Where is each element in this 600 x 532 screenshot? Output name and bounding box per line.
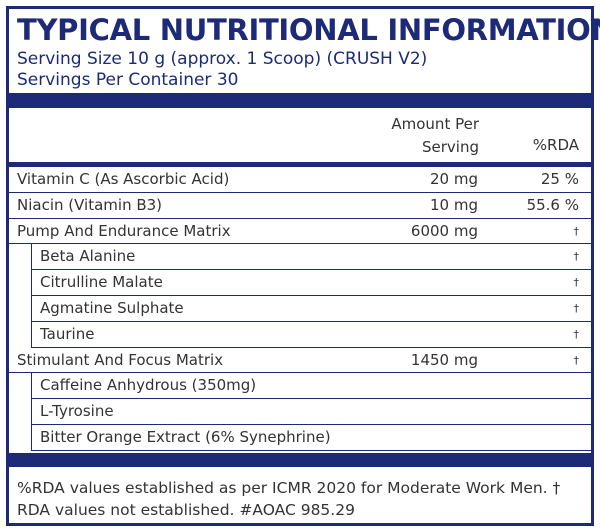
amount: 1450 mg bbox=[410, 350, 478, 369]
rda: † bbox=[573, 224, 580, 238]
table-row: Citrulline Malate † bbox=[31, 270, 591, 296]
nutrient-name: Beta Alanine bbox=[40, 247, 136, 266]
nutrient-name: L-Tyrosine bbox=[40, 402, 114, 421]
column-header: Amount Per Serving bbox=[391, 115, 479, 156]
table-row: Vitamin C (As Ascorbic Acid) 20 mg 25 % bbox=[9, 167, 591, 193]
serving-size: Serving Size 10 g (approx. 1 Scoop) (CRU… bbox=[17, 49, 428, 69]
table-row: Bitter Orange Extract (6% Synephrine) bbox=[31, 425, 591, 451]
table-row: Agmatine Sulphate † bbox=[31, 296, 591, 322]
nutrient-name: Pump And Endurance Matrix bbox=[17, 221, 231, 240]
nutrient-name: Vitamin C (As Ascorbic Acid) bbox=[17, 170, 230, 188]
nutrient-name: Niacin (Vitamin B3) bbox=[17, 195, 163, 214]
table-row: L-Tyrosine bbox=[31, 399, 591, 425]
divider bbox=[9, 453, 591, 467]
table-row: Caffeine Anhydrous (350mg) bbox=[31, 373, 591, 400]
table-row: Niacin (Vitamin B3) 10 mg 55.6 % bbox=[9, 193, 591, 219]
nutrient-name: Agmatine Sulphate bbox=[40, 299, 184, 317]
column-header: %RDA bbox=[532, 136, 579, 154]
servings: Servings Per Container 30 bbox=[17, 70, 239, 90]
title: TYPICAL NUTRITIONAL INFORMATION bbox=[17, 13, 600, 47]
amount: 6000 mg bbox=[410, 221, 478, 240]
divider bbox=[9, 162, 591, 167]
nutrient-name: Taurine bbox=[40, 324, 95, 343]
rda: 25 % bbox=[540, 170, 579, 188]
amount: 10 mg bbox=[430, 195, 478, 214]
table-row: Stimulant And Focus Matrix 1450 mg † bbox=[9, 348, 591, 374]
rda: † bbox=[573, 276, 580, 290]
rda: 55.6 % bbox=[526, 195, 579, 214]
rda: † bbox=[573, 302, 580, 315]
rda: † bbox=[573, 327, 580, 341]
nutrient-name: Stimulant And Focus Matrix bbox=[17, 350, 224, 369]
table-row: Pump And Endurance Matrix 6000 mg † bbox=[9, 219, 591, 245]
rda: † bbox=[573, 250, 580, 264]
table-row: Taurine † bbox=[31, 321, 591, 348]
nutrient-name: Bitter Orange Extract (6% Synephrine) bbox=[40, 428, 331, 446]
amount: 20 mg bbox=[430, 170, 478, 188]
footnote: %RDA values established as per ICMR 2020… bbox=[17, 479, 561, 519]
divider bbox=[9, 93, 591, 108]
nutrient-name: Caffeine Anhydrous (350mg) bbox=[40, 376, 257, 395]
nutrient-name: Citrulline Malate bbox=[40, 273, 163, 292]
rda: † bbox=[573, 353, 580, 367]
label-frame: TYPICAL NUTRITIONAL INFORMATION Serving … bbox=[6, 6, 600, 526]
table-row: Beta Alanine † bbox=[31, 244, 591, 271]
